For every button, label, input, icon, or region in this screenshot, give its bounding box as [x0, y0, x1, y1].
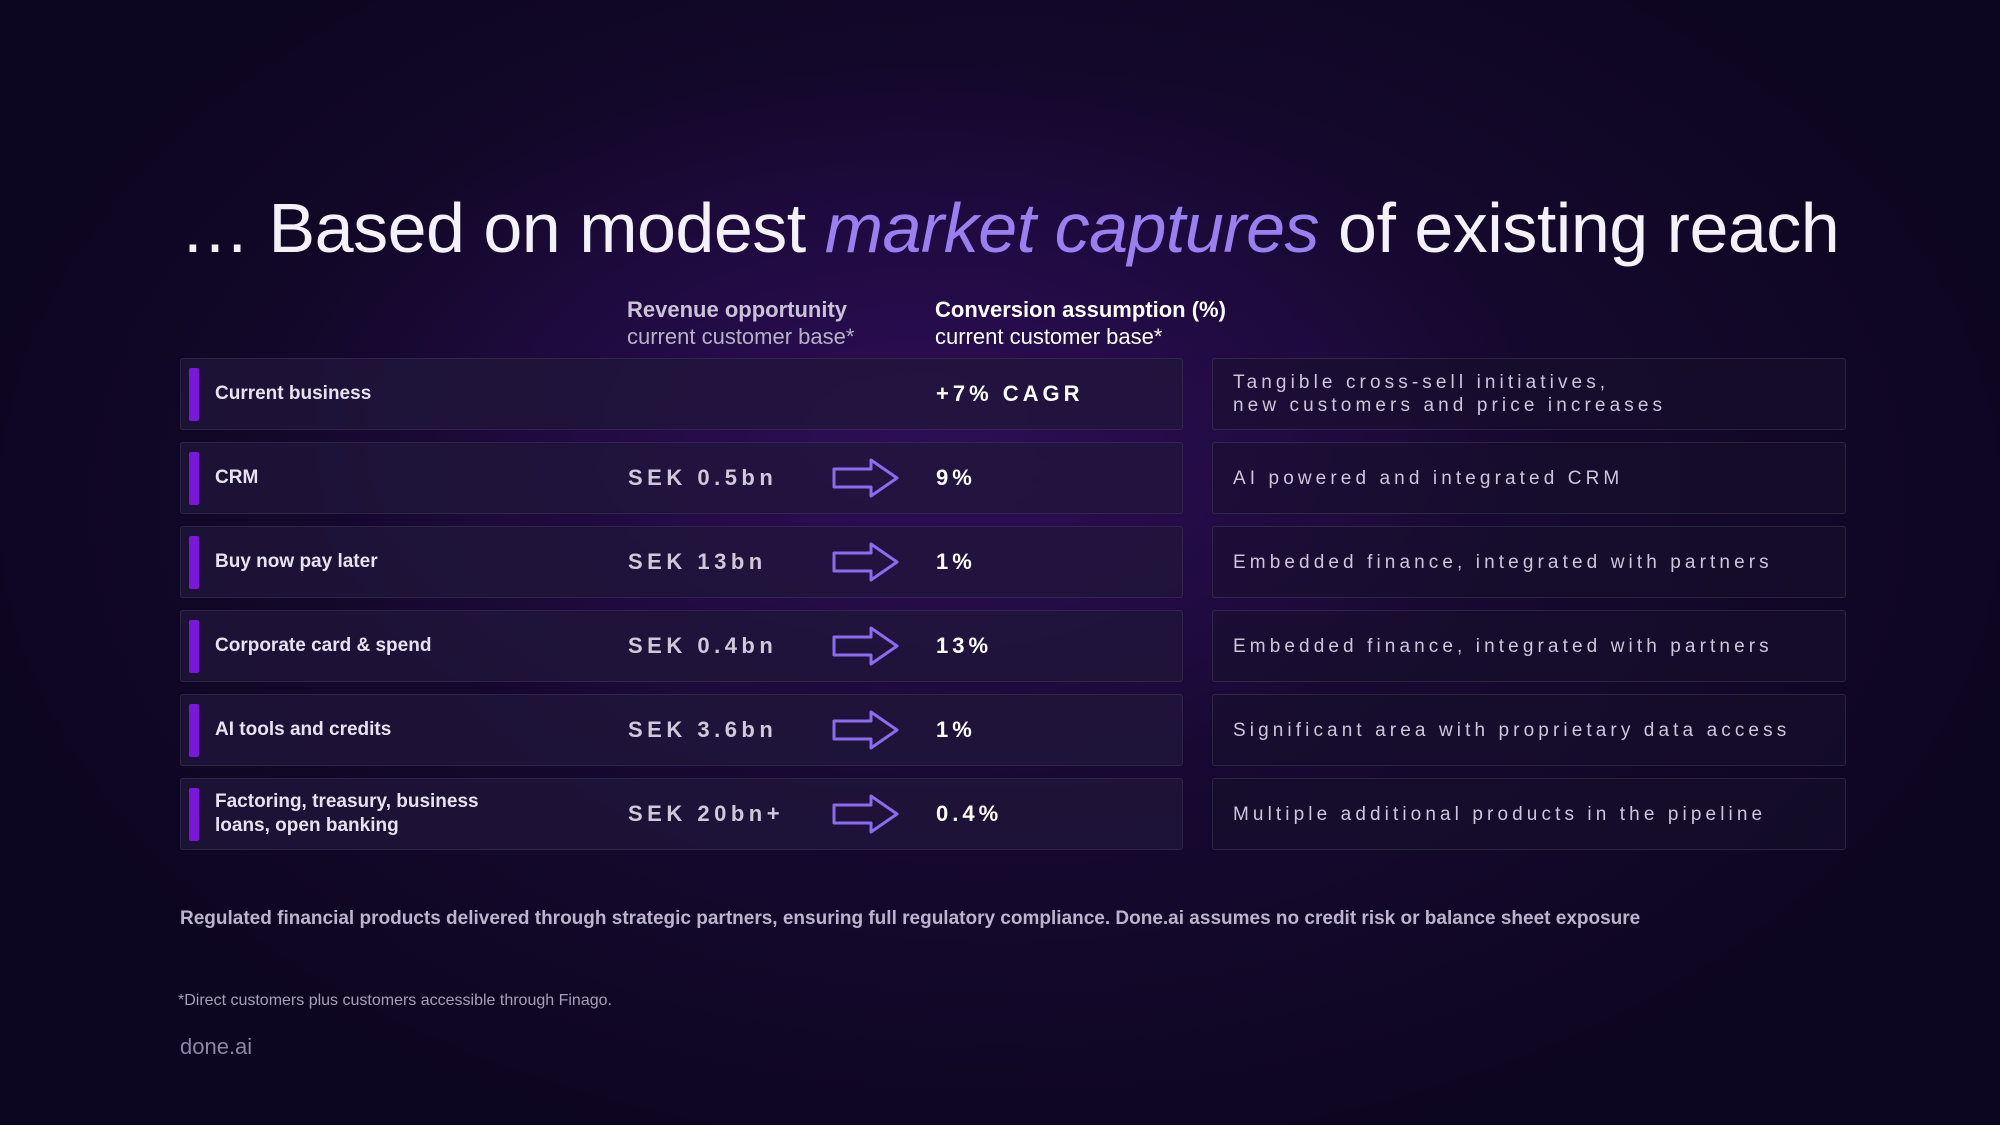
row-label: CRM: [215, 467, 259, 488]
row-description-panel: Tangible cross-sell initiatives, new cus…: [1212, 358, 1846, 430]
right-arrow-icon: [832, 710, 899, 750]
row-description: Significant area with proprietary data a…: [1233, 719, 1791, 741]
conversion-value: +7% CAGR: [936, 381, 1084, 406]
row-main-panel: Current business +7% CAGR: [180, 358, 1183, 430]
title-suffix: of existing reach: [1319, 189, 1840, 267]
revenue-value: SEK 20bn+: [628, 801, 785, 826]
table-row-5: AI tools and credits SEK 3.6bn 1% Signif…: [180, 694, 1846, 766]
revenue-heading: Revenue opportunity: [627, 297, 848, 322]
conversion-value: 9%: [936, 465, 976, 490]
row-label: Factoring, treasury, business loans, ope…: [215, 791, 479, 836]
table-row-2: CRM SEK 0.5bn 9% AI powered and integrat…: [180, 442, 1846, 514]
conversion-value: 1%: [936, 549, 976, 574]
row-accent-bar: [189, 788, 199, 841]
conversion-heading: Conversion assumption (%): [935, 297, 1226, 322]
logo: done.ai: [180, 1034, 253, 1059]
revenue-value: SEK 13bn: [628, 549, 767, 574]
conversion-value: 1%: [936, 717, 976, 742]
row-accent-bar: [189, 704, 199, 757]
title-prefix: … Based on modest: [180, 189, 825, 267]
row-description: Multiple additional products in the pipe…: [1233, 803, 1767, 825]
row-main-panel: AI tools and credits SEK 3.6bn 1%: [180, 694, 1183, 766]
revenue-column-header: Revenue opportunity current customer bas…: [627, 296, 854, 350]
disclaimer-text: Regulated financial products delivered t…: [180, 908, 1641, 929]
row-description-panel: Multiple additional products in the pipe…: [1212, 778, 1846, 850]
row-accent-bar: [189, 620, 199, 673]
conversion-value: 0.4%: [936, 801, 1003, 826]
row-accent-bar: [189, 452, 199, 505]
row-main-panel: Corporate card & spend SEK 0.4bn 13%: [180, 610, 1183, 682]
title-highlight: market captures: [824, 189, 1320, 267]
table-row-6: Factoring, treasury, business loans, ope…: [180, 778, 1846, 850]
right-arrow-icon: [832, 542, 899, 582]
row-label: Corporate card & spend: [215, 635, 432, 656]
row-description-panel: Significant area with proprietary data a…: [1212, 694, 1846, 766]
row-main-panel: Factoring, treasury, business loans, ope…: [180, 778, 1183, 850]
row-label: Current business: [215, 383, 372, 404]
row-main-panel: Buy now pay later SEK 13bn 1%: [180, 526, 1183, 598]
revenue-value: SEK 0.5bn: [628, 465, 778, 490]
table-row-3: Buy now pay later SEK 13bn 1% Embedded f…: [180, 526, 1846, 598]
row-description: Embedded finance, integrated with partne…: [1233, 551, 1773, 573]
row-accent-bar: [189, 536, 199, 589]
footnote-text: *Direct customers plus customers accessi…: [178, 992, 612, 1009]
row-description: Embedded finance, integrated with partne…: [1233, 635, 1773, 657]
row-label: Buy now pay later: [215, 551, 378, 572]
row-description-panel: Embedded finance, integrated with partne…: [1212, 610, 1846, 682]
right-arrow-icon: [832, 626, 899, 666]
row-description: Tangible cross-sell initiatives, new cus…: [1233, 372, 1667, 416]
row-accent-bar: [189, 368, 199, 421]
revenue-value: SEK 0.4bn: [628, 633, 778, 658]
conversion-value: 13%: [936, 633, 993, 658]
row-description: AI powered and integrated CRM: [1233, 467, 1624, 489]
conversion-column-header: Conversion assumption (%) current custom…: [935, 296, 1226, 350]
row-description-panel: AI powered and integrated CRM: [1212, 442, 1846, 514]
table-row-4: Corporate card & spend SEK 0.4bn 13% Emb…: [180, 610, 1846, 682]
row-main-panel: CRM SEK 0.5bn 9%: [180, 442, 1183, 514]
revenue-subheading: current customer base*: [627, 324, 855, 349]
opportunity-table: Current business +7% CAGR Tangible cross…: [180, 358, 1846, 862]
row-label: AI tools and credits: [215, 719, 392, 740]
right-arrow-icon: [832, 458, 899, 498]
page-title: … Based on modest market captures of exi…: [180, 188, 1840, 268]
right-arrow-icon: [832, 794, 899, 834]
table-row-1: Current business +7% CAGR Tangible cross…: [180, 358, 1846, 430]
revenue-value: SEK 3.6bn: [628, 717, 778, 742]
row-description-panel: Embedded finance, integrated with partne…: [1212, 526, 1846, 598]
conversion-subheading: current customer base*: [935, 324, 1163, 349]
